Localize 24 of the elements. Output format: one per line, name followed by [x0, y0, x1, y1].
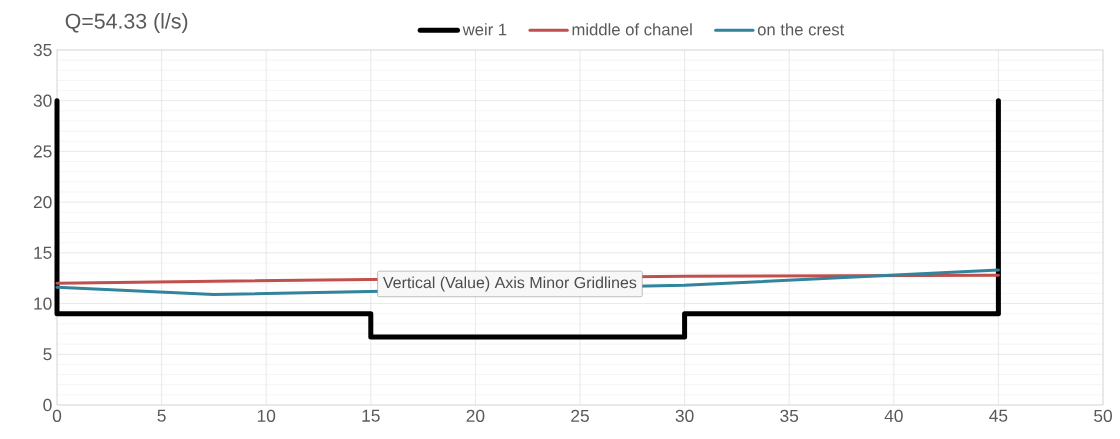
x-tick-label: 50 — [1094, 409, 1112, 422]
x-tick-label: 40 — [884, 409, 903, 422]
x-tick-label: 0 — [52, 409, 62, 422]
y-tick-label: 20 — [33, 196, 52, 209]
y-tick-label: 30 — [33, 94, 52, 107]
x-tick-label: 10 — [257, 409, 276, 422]
x-tick-label: 25 — [571, 409, 589, 422]
y-tick-label: 35 — [33, 43, 52, 57]
x-tick-label: 35 — [780, 409, 799, 422]
y-tick-label: 15 — [34, 246, 52, 259]
chart-title: Q=54.33 (l/s) — [65, 13, 188, 33]
x-tick-label: 45 — [989, 409, 1008, 422]
x-tick-label: 5 — [157, 409, 166, 422]
y-tick-label: 0 — [43, 398, 52, 412]
legend-label: weir 1 — [462, 23, 507, 36]
legend-label: on the crest — [757, 23, 845, 36]
annotation: Vertical (Value) Axis Minor Gridlines — [382, 276, 637, 292]
x-tick-label: 20 — [466, 409, 485, 422]
y-tick-label: 25 — [33, 145, 52, 158]
y-tick-label: 10 — [34, 297, 52, 310]
x-tick-label: 15 — [362, 409, 380, 422]
y-tick-label: 5 — [43, 348, 52, 361]
legend-label: middle of chanel — [572, 23, 692, 36]
x-tick-label: 30 — [675, 409, 694, 422]
